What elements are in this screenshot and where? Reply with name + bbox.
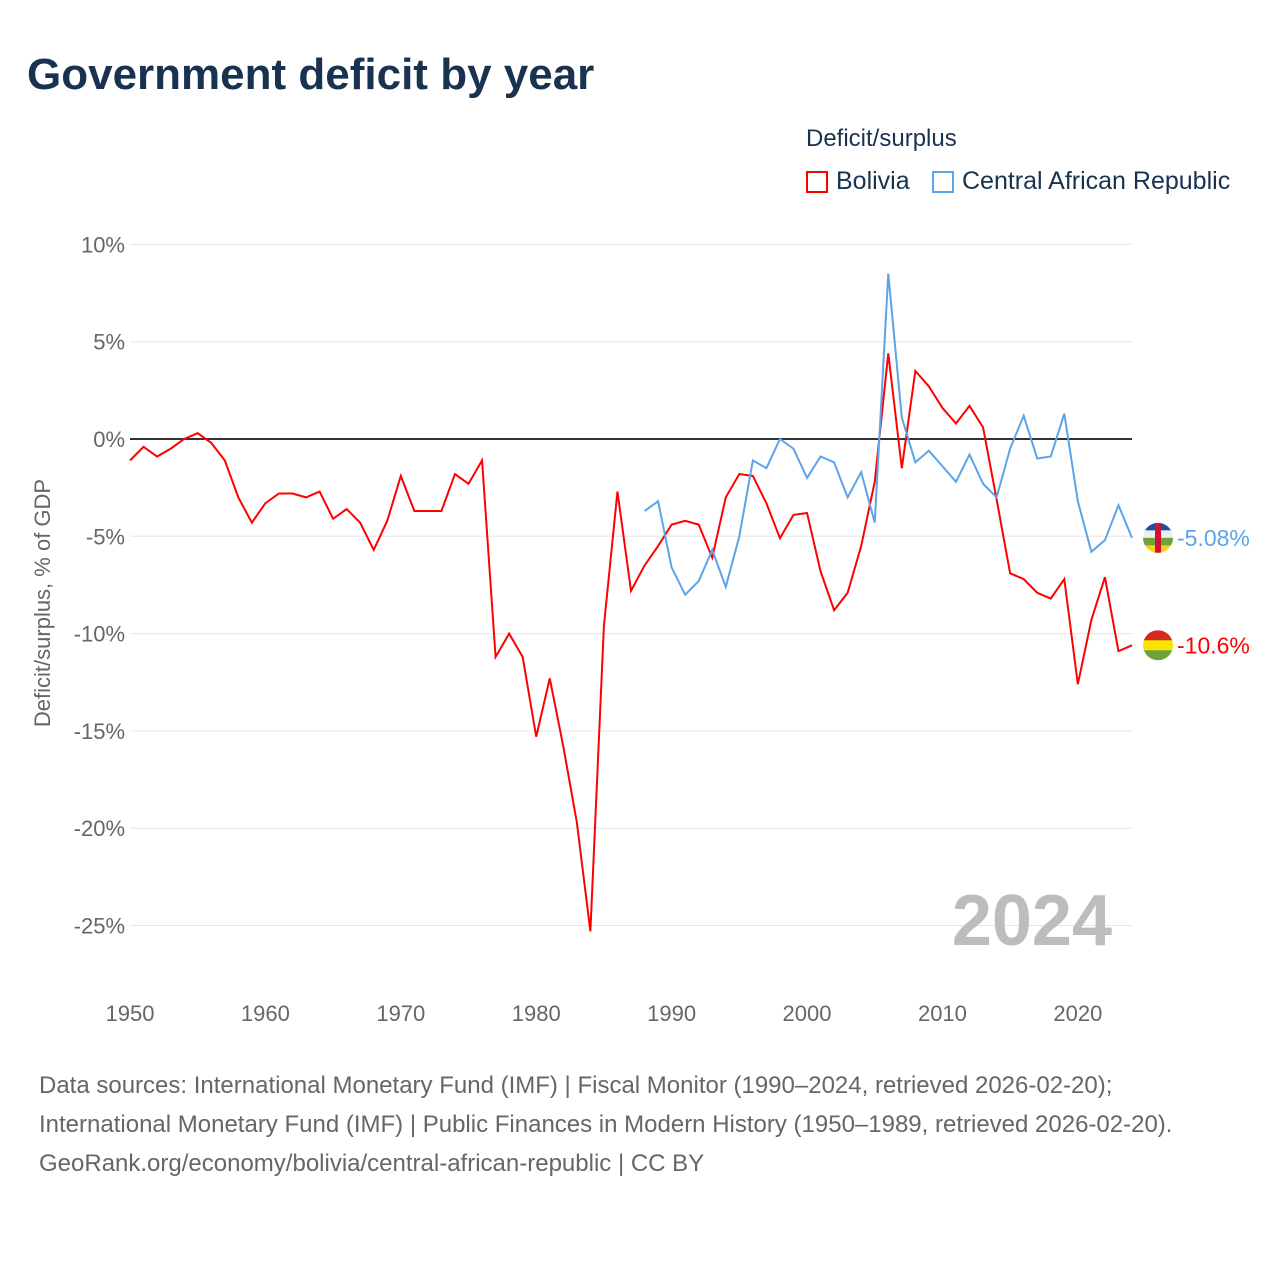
x-tick-label: 1990 xyxy=(647,1001,696,1026)
x-tick-label: 1950 xyxy=(106,1001,155,1026)
series-line-1 xyxy=(643,273,1133,597)
legend-label: Central African Republic xyxy=(962,167,1231,195)
y-tick-label: -20% xyxy=(74,816,125,841)
legend-item-bolivia[interactable]: Bolivia xyxy=(806,167,910,196)
legend-swatch xyxy=(932,170,954,193)
sources: Data sources: International Monetary Fun… xyxy=(39,1066,1239,1183)
y-tick-label: -5% xyxy=(86,524,125,549)
legend-title: Deficit/surplus xyxy=(806,125,957,152)
y-axis-label: Deficit/surplus, % of GDP xyxy=(30,479,55,727)
bolivia-flag-icon xyxy=(1143,630,1173,661)
x-tick-label: 2000 xyxy=(783,1001,832,1026)
x-tick-label: 2020 xyxy=(1053,1001,1102,1026)
source-link[interactable]: GeoRank.org/economy/bolivia/central-afri… xyxy=(39,1150,705,1177)
y-tick-label: -10% xyxy=(74,622,125,647)
x-tick-label: 1970 xyxy=(376,1001,425,1026)
x-tick-label: 2010 xyxy=(918,1001,967,1026)
legend-item-car[interactable]: Central African Republic xyxy=(932,167,1230,196)
y-tick-label: -15% xyxy=(74,719,125,744)
x-tick-label: 1960 xyxy=(241,1001,290,1026)
y-tick-label: 5% xyxy=(93,330,125,355)
car-flag-icon xyxy=(1143,522,1173,553)
end-value-label: -10.6% xyxy=(1177,632,1250,658)
legend-swatch xyxy=(806,170,828,193)
y-tick-label: -25% xyxy=(74,914,125,939)
legend-label: Bolivia xyxy=(836,167,910,195)
page-title: Government deficit by year xyxy=(27,50,595,99)
x-tick-label: 1980 xyxy=(512,1001,561,1026)
year-label: 2024 xyxy=(952,881,1112,961)
y-tick-label: 0% xyxy=(93,427,125,452)
end-value-label: -5.08% xyxy=(1177,525,1250,551)
sources-text: Data sources: International Monetary Fun… xyxy=(39,1072,1173,1138)
series-line-0 xyxy=(129,353,1133,932)
y-tick-label: 10% xyxy=(81,232,125,257)
